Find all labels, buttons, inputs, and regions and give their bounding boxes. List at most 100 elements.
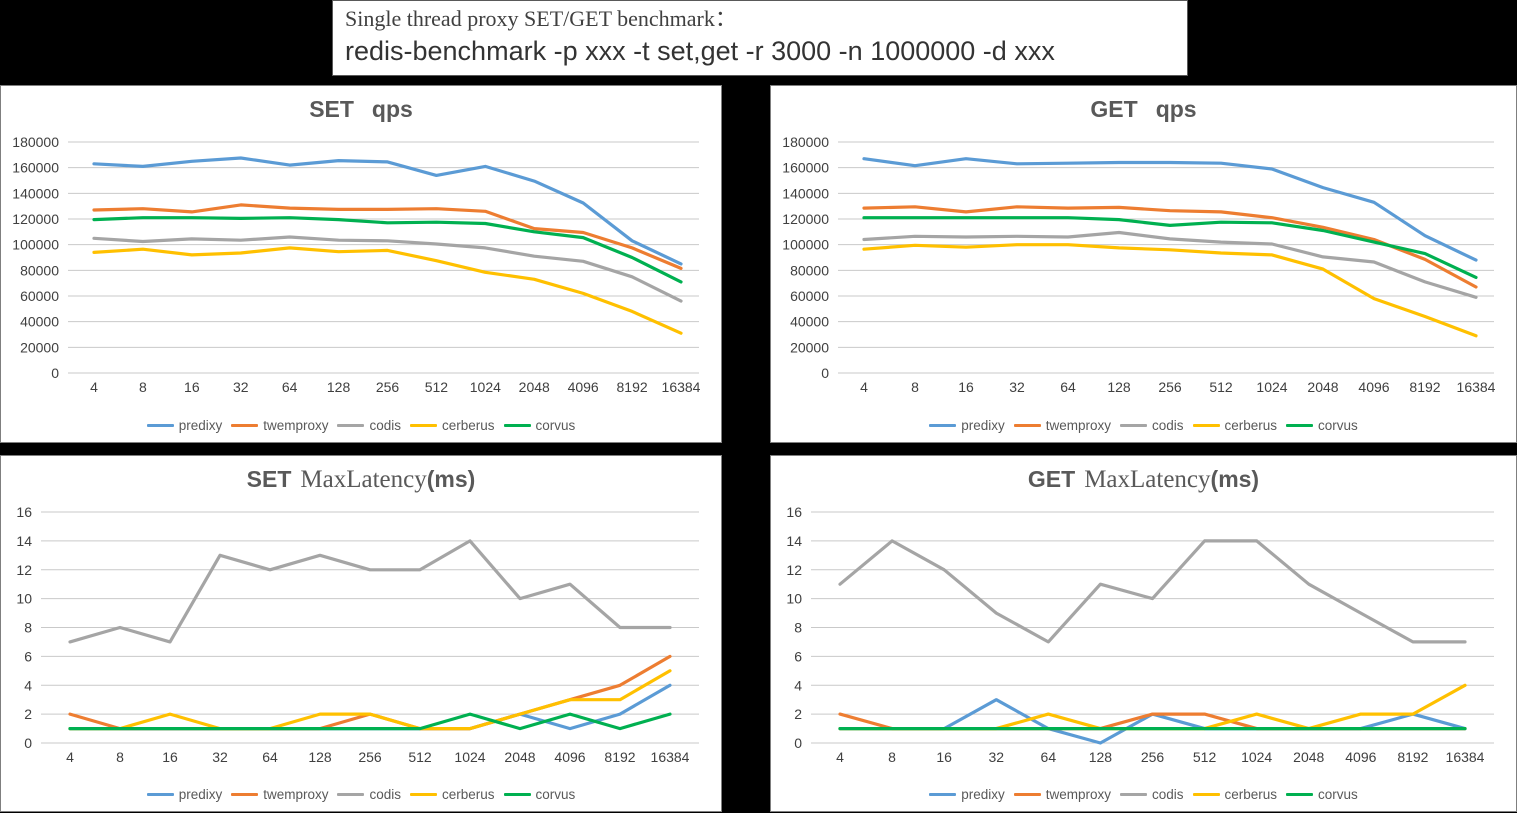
legend-label: corvus: [1318, 787, 1358, 802]
x-axis-tick-label: 4096: [1358, 379, 1389, 395]
x-axis-tick-label: 8192: [604, 749, 635, 765]
y-axis-tick-label: 8: [794, 620, 802, 636]
y-axis-tick-label: 10: [16, 591, 32, 607]
legend-item-corvus: corvus: [503, 418, 576, 433]
chart-panel-get-maxlatency: GET MaxLatency(ms) 0 2 4 6 8 10 12 14 16 4 8 16 32 64 12…: [770, 455, 1517, 812]
series-line-corvus: [68, 712, 672, 731]
legend-swatch-codis: [337, 793, 365, 796]
legend-swatch-cerberus: [410, 793, 437, 796]
legend-label: corvus: [535, 418, 576, 433]
legend-item-cerberus: cerberus: [1192, 418, 1277, 433]
series-line-codis: [862, 230, 1478, 299]
chart-panel-set-qps: SET qps 0 20000 40000 60000 80000 100000 120000 1…: [0, 85, 722, 443]
x-axis-tick-label: 4096: [1345, 749, 1376, 765]
x-axis-tick-label: 256: [376, 379, 400, 395]
series-line-cerberus: [92, 246, 683, 335]
x-axis-tick-label: 16384: [662, 379, 701, 395]
legend-label: predixy: [178, 787, 223, 802]
y-axis-tick-label: 16: [786, 504, 802, 520]
y-axis-tick-label: 80000: [20, 262, 59, 278]
y-axis-tick-label: 120000: [782, 211, 829, 227]
y-axis-tick-label: 2: [24, 706, 32, 722]
legend-label: codis: [1151, 787, 1184, 802]
chart-legend-get-maxlatency: predixy twemproxy codis cerberus corvus: [771, 787, 1516, 802]
legend-item-corvus: corvus: [1286, 787, 1358, 802]
legend-item-cerberus: cerberus: [410, 787, 495, 802]
benchmark-title: Single thread proxy SET/GET benchmark：: [345, 6, 737, 31]
legend-item-cerberus: cerberus: [1192, 787, 1277, 802]
y-axis-tick-label: 0: [821, 365, 829, 381]
x-axis-tick-label: 512: [1193, 749, 1217, 765]
x-axis-tick-label: 4: [860, 379, 868, 395]
legend-swatch-corvus: [1286, 424, 1314, 427]
y-axis-tick-label: 0: [794, 735, 802, 751]
legend-label: twemproxy: [1045, 787, 1111, 802]
x-axis-tick-label: 4096: [568, 379, 599, 395]
y-axis-tick-label: 2: [794, 706, 802, 722]
y-axis-tick-label: 4: [794, 677, 802, 693]
legend-swatch-twemproxy: [1013, 424, 1041, 427]
legend-item-twemproxy: twemproxy: [1013, 787, 1111, 802]
x-axis-tick-label: 128: [308, 749, 332, 765]
x-axis-tick-label: 2048: [519, 379, 550, 395]
x-axis-tick-label: 1024: [470, 379, 501, 395]
x-axis-tick-label: 256: [1141, 749, 1165, 765]
x-axis-tick-label: 16: [958, 379, 974, 395]
legend-swatch-corvus: [1286, 793, 1314, 796]
chart-legend-set-maxlatency: predixy twemproxy codis cerberus corvus: [1, 787, 721, 802]
legend-swatch-codis: [337, 424, 365, 427]
legend-item-cerberus: cerberus: [410, 418, 495, 433]
x-axis-tick-label: 256: [1158, 379, 1182, 395]
chart-title-part: GET: [1090, 96, 1138, 122]
chart-plot-set-maxlatency: 0 2 4 6 8 10 12 14 16 4 8 16 32 64 128 256 512 1024 2048 40…: [16, 504, 699, 765]
legend-item-predixy: predixy: [929, 418, 1005, 433]
chart-plot-set-qps: 0 20000 40000 60000 80000 100000 120000 140000 1…: [12, 134, 701, 395]
x-axis-tick-label: 32: [988, 749, 1004, 765]
legend-item-twemproxy: twemproxy: [231, 418, 328, 433]
x-axis-tick-label: 8: [888, 749, 896, 765]
x-axis-tick-label: 512: [1209, 379, 1233, 395]
legend-label: predixy: [178, 418, 223, 433]
legend-swatch-predixy: [929, 793, 957, 796]
x-axis-tick-label: 16: [936, 749, 952, 765]
legend-label: corvus: [1318, 418, 1358, 433]
x-axis-tick-label: 1024: [454, 749, 485, 765]
legend-item-twemproxy: twemproxy: [231, 787, 328, 802]
legend-swatch-codis: [1119, 793, 1147, 796]
y-axis-tick-label: 120000: [12, 211, 59, 227]
y-axis-tick-label: 6: [794, 648, 802, 664]
x-axis-tick-label: 1024: [1256, 379, 1287, 395]
chart-title-part: GET: [1027, 466, 1076, 492]
x-axis-tick-label: 16384: [651, 749, 690, 765]
series-line-codis: [838, 539, 1467, 644]
legend-swatch-corvus: [503, 793, 531, 796]
x-axis-tick-label: 8: [911, 379, 919, 395]
series-line-predixy: [838, 698, 1467, 745]
x-axis-tick-label: 8192: [1409, 379, 1440, 395]
legend-item-predixy: predixy: [146, 418, 223, 433]
y-axis-tick-label: 14: [786, 533, 802, 549]
x-axis-tick-label: 4096: [554, 749, 585, 765]
legend-item-twemproxy: twemproxy: [1013, 418, 1111, 433]
x-axis-tick-label: 128: [1107, 379, 1131, 395]
series-line-predixy: [92, 156, 683, 266]
legend-label: codis: [369, 418, 401, 433]
y-axis-tick-label: 12: [786, 562, 802, 578]
x-axis-tick-label: 64: [1060, 379, 1076, 395]
legend-swatch-cerberus: [1192, 424, 1220, 427]
legend-label: codis: [369, 787, 401, 802]
legend-swatch-twemproxy: [231, 793, 259, 796]
legend-label: cerberus: [442, 418, 495, 433]
y-axis-tick-label: 6: [24, 648, 32, 664]
chart-title-part: MaxLatency: [1084, 466, 1211, 493]
legend-swatch-cerberus: [410, 424, 437, 427]
chart-title-get-maxlatency: GET MaxLatency(ms): [771, 466, 1516, 494]
series-line-codis: [68, 539, 672, 644]
legend-label: corvus: [535, 787, 576, 802]
y-axis-tick-label: 100000: [12, 237, 59, 253]
chart-title-get-qps: GET qps: [771, 96, 1516, 123]
x-axis-tick-label: 8: [139, 379, 147, 395]
x-axis-tick-label: 512: [425, 379, 449, 395]
legend-swatch-predixy: [929, 424, 957, 427]
chart-title-part: SET: [246, 466, 292, 492]
